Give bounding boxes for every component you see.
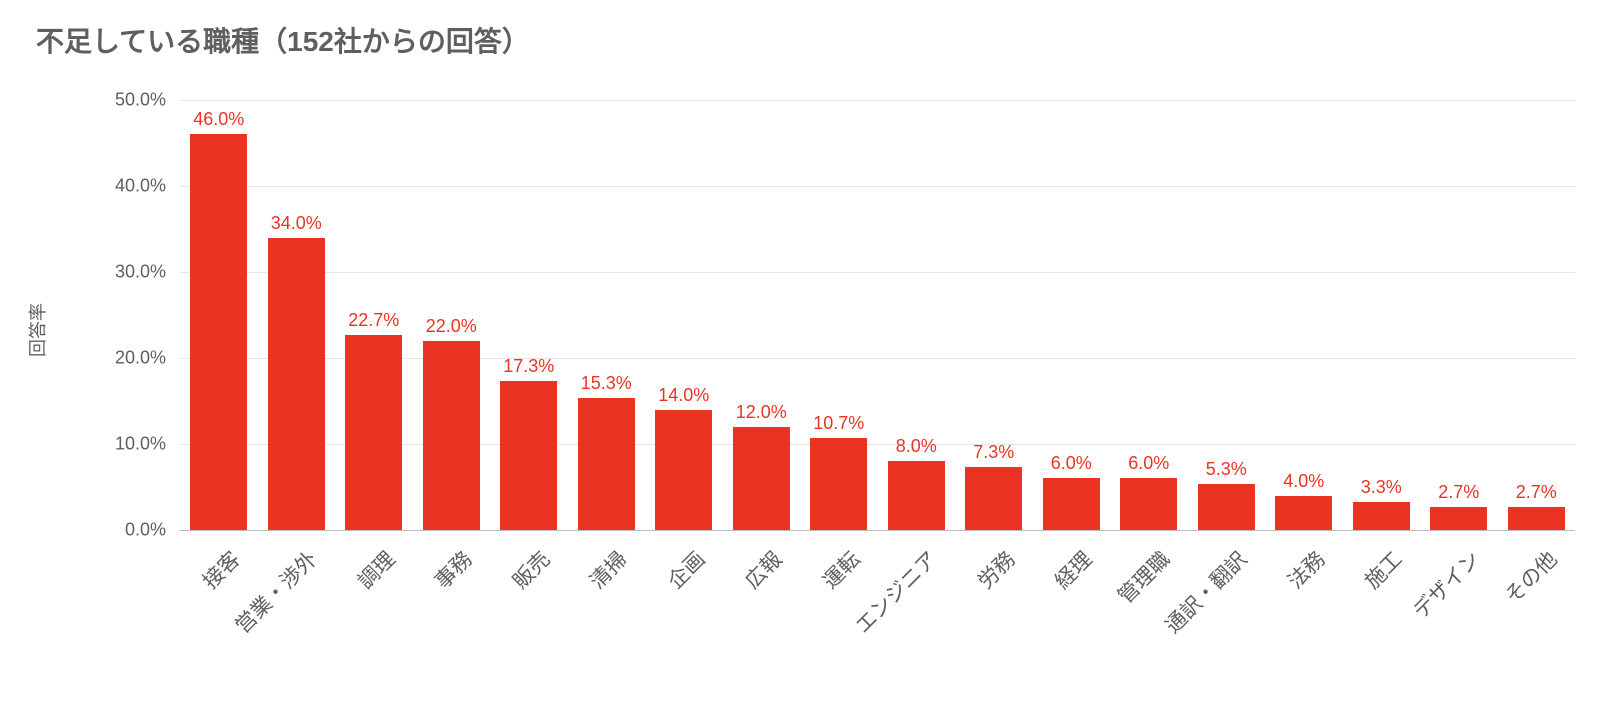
bar — [1120, 478, 1177, 530]
y-tick-label: 40.0% — [76, 176, 166, 197]
gridline — [180, 272, 1575, 273]
bar — [268, 238, 325, 530]
bar-value-label: 8.0% — [896, 436, 937, 457]
bar — [1275, 496, 1332, 530]
x-tick-label: 調理 — [350, 544, 401, 595]
chart-title: 不足している職種（152社からの回答） — [36, 20, 530, 60]
x-tick-label: 労務 — [970, 544, 1021, 595]
bar — [423, 341, 480, 530]
bar — [888, 461, 945, 530]
bar — [1043, 478, 1100, 530]
bar-value-label: 6.0% — [1051, 453, 1092, 474]
y-axis-label: 回答率 — [24, 303, 50, 357]
gridline — [180, 100, 1575, 101]
x-tick-label: デザイン — [1405, 544, 1486, 625]
bar — [345, 335, 402, 530]
bar — [578, 398, 635, 530]
x-tick-label: 法務 — [1280, 544, 1331, 595]
bar-value-label: 12.0% — [736, 402, 787, 423]
x-tick-label: 広報 — [738, 544, 789, 595]
x-tick-label: 事務 — [428, 544, 479, 595]
x-tick-label: 清掃 — [583, 544, 634, 595]
axis-baseline — [180, 530, 1575, 531]
y-tick-label: 0.0% — [76, 520, 166, 541]
bar-value-label: 34.0% — [271, 213, 322, 234]
bar-value-label: 7.3% — [973, 442, 1014, 463]
bar — [1198, 484, 1255, 530]
bar-value-label: 17.3% — [503, 356, 554, 377]
bar-value-label: 22.0% — [426, 316, 477, 337]
x-tick-label: 経理 — [1048, 544, 1099, 595]
y-tick-label: 30.0% — [76, 262, 166, 283]
bar-value-label: 46.0% — [193, 109, 244, 130]
bar-value-label: 3.3% — [1361, 477, 1402, 498]
y-tick-label: 10.0% — [76, 434, 166, 455]
gridline — [180, 186, 1575, 187]
bar — [190, 134, 247, 530]
bar-chart: 不足している職種（152社からの回答） 回答率 0.0%10.0%20.0%30… — [0, 0, 1600, 725]
bar — [500, 381, 557, 530]
bar-value-label: 4.0% — [1283, 471, 1324, 492]
bar-value-label: 22.7% — [348, 310, 399, 331]
x-tick-label: 企画 — [660, 544, 711, 595]
x-tick-label: 管理職 — [1110, 544, 1176, 610]
x-tick-label: 施工 — [1358, 544, 1409, 595]
bar-value-label: 15.3% — [581, 373, 632, 394]
bar — [733, 427, 790, 530]
x-tick-label: その他 — [1498, 544, 1564, 610]
y-tick-label: 50.0% — [76, 90, 166, 111]
x-tick-label: 営業・渉外 — [228, 544, 323, 639]
x-tick-label: エンジニア — [848, 544, 943, 639]
x-tick-label: 接客 — [195, 544, 246, 595]
x-tick-label: 通訳・翻訳 — [1158, 544, 1253, 639]
bar — [810, 438, 867, 530]
bar-value-label: 5.3% — [1206, 459, 1247, 480]
bar-value-label: 2.7% — [1438, 482, 1479, 503]
bar-value-label: 2.7% — [1516, 482, 1557, 503]
x-tick-label: 運転 — [815, 544, 866, 595]
plot-area: 0.0%10.0%20.0%30.0%40.0%50.0%46.0%接客34.0… — [180, 100, 1575, 530]
x-tick-label: 販売 — [505, 544, 556, 595]
bar-value-label: 10.7% — [813, 413, 864, 434]
bar-value-label: 14.0% — [658, 385, 709, 406]
y-tick-label: 20.0% — [76, 348, 166, 369]
bar — [1430, 507, 1487, 530]
bar — [1508, 507, 1565, 530]
bar — [965, 467, 1022, 530]
bar-value-label: 6.0% — [1128, 453, 1169, 474]
bar — [1353, 502, 1410, 530]
bar — [655, 410, 712, 530]
